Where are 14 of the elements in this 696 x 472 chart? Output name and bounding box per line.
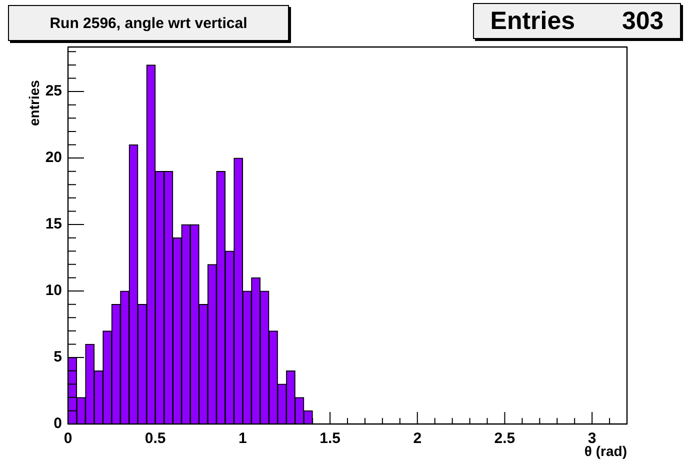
x-tick-label: 1 [238,430,247,448]
chart-title: Run 2596, angle wrt vertical [8,5,289,41]
y-tick-label: 10 [45,282,62,300]
y-tick-label: 20 [45,149,62,166]
text: Entries 303 [473,3,681,39]
x-tick-label: 2.5 [494,430,516,448]
x-tick-label: 2 [413,430,422,448]
y-tick-label: 25 [45,82,62,100]
y-axis-title: entries [26,80,42,126]
y-tick-label: 15 [45,216,62,233]
x-tick-label: 1.5 [320,430,340,448]
x-tick-label: 0.5 [144,430,166,448]
y-tick-label: 5 [54,348,62,366]
y-tick-label: 0 [54,415,62,432]
